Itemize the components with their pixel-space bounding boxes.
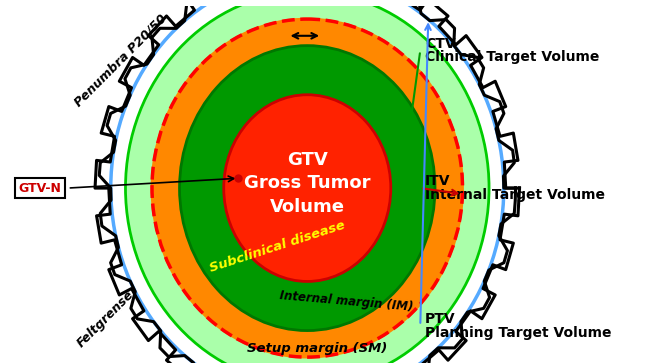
Text: Penumbra P20/50: Penumbra P20/50 — [72, 12, 169, 109]
Ellipse shape — [152, 19, 463, 357]
Text: Internal Target Volume: Internal Target Volume — [425, 188, 605, 202]
Text: GTV
Gross Tumor
Volume: GTV Gross Tumor Volume — [244, 151, 371, 216]
Ellipse shape — [224, 95, 391, 281]
Text: Setup margin (SM): Setup margin (SM) — [247, 342, 387, 355]
Text: ITV: ITV — [425, 174, 451, 188]
Text: Feltgrense: Feltgrense — [75, 288, 137, 350]
Text: CTV: CTV — [425, 37, 456, 51]
Text: Internal margin (IM): Internal margin (IM) — [279, 289, 414, 313]
Ellipse shape — [179, 46, 435, 331]
Text: GTV-N: GTV-N — [19, 182, 62, 195]
Text: Subclinical disease: Subclinical disease — [209, 219, 348, 275]
Ellipse shape — [126, 0, 489, 363]
Text: PTV: PTV — [425, 312, 456, 326]
Text: Planning Target Volume: Planning Target Volume — [425, 326, 612, 339]
Text: Clinical Target Volume: Clinical Target Volume — [425, 50, 600, 64]
